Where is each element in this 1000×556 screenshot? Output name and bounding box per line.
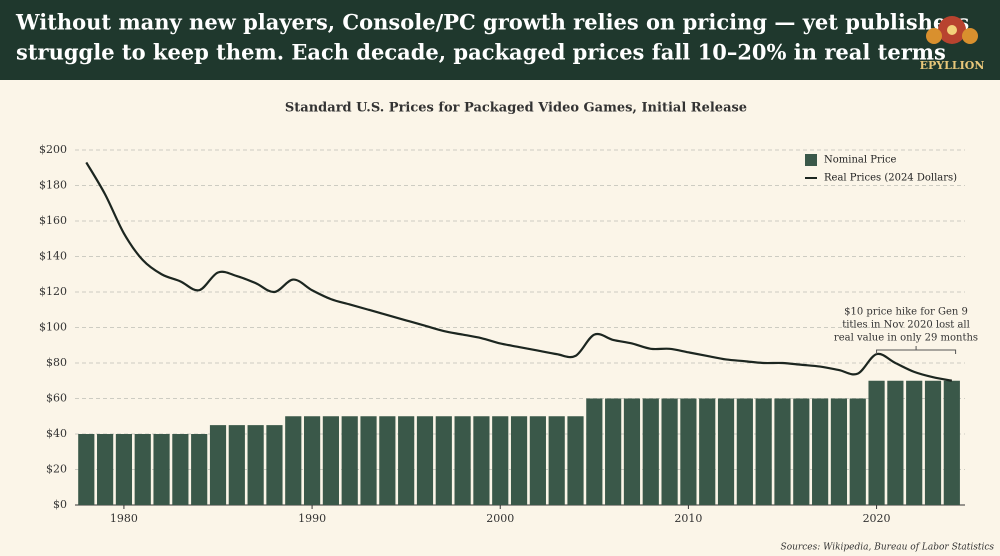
bar xyxy=(623,398,641,505)
bar xyxy=(228,425,245,505)
bar xyxy=(529,416,546,505)
bar xyxy=(360,416,377,505)
y-tick-label: $140 xyxy=(39,250,67,263)
legend-label: Real Prices (2024 Dollars) xyxy=(824,173,957,184)
y-tick-label: $80 xyxy=(46,356,67,369)
annotation: titles in Nov 2020 lost all xyxy=(842,320,970,331)
bar xyxy=(191,434,208,505)
bar xyxy=(153,434,170,505)
y-tick-label: $20 xyxy=(46,463,67,476)
bar xyxy=(605,398,622,505)
line xyxy=(85,161,953,382)
bar xyxy=(454,416,471,505)
y-tick-label: $120 xyxy=(39,285,67,298)
bar xyxy=(510,416,528,505)
bar xyxy=(115,434,133,505)
y-tick-label: $180 xyxy=(39,179,67,192)
bar xyxy=(285,416,302,505)
bar xyxy=(924,380,942,505)
bar xyxy=(209,425,227,505)
chart-title: Standard U.S. Prices for Packaged Video … xyxy=(285,101,747,116)
bar xyxy=(567,416,584,505)
bar xyxy=(661,398,678,505)
x-tick-label: 1990 xyxy=(298,512,326,525)
headline: struggle to keep them. Each decade, pack… xyxy=(16,40,946,65)
bar xyxy=(717,398,735,505)
bar xyxy=(586,398,603,505)
legend-label: Nominal Price xyxy=(824,155,897,166)
bar xyxy=(134,434,151,505)
bar xyxy=(78,434,95,505)
header-band xyxy=(0,0,1000,80)
bar xyxy=(172,434,189,505)
bar xyxy=(943,380,960,505)
bar xyxy=(830,398,848,505)
annotation: $10 price hike for Gen 9 xyxy=(844,307,968,318)
bar xyxy=(699,398,716,505)
x-tick-label: 1980 xyxy=(110,512,138,525)
bar xyxy=(887,380,904,505)
bar xyxy=(398,416,415,505)
bar xyxy=(793,398,810,505)
bar xyxy=(473,416,490,505)
x-tick-label: 2000 xyxy=(486,512,514,525)
y-tick-label: $40 xyxy=(46,427,67,440)
bar xyxy=(322,416,339,505)
y-tick-label: $200 xyxy=(39,143,67,156)
annotation-bracket xyxy=(876,346,957,354)
bar xyxy=(548,416,565,505)
bar xyxy=(303,416,321,505)
brand: EPYLLION xyxy=(920,59,985,72)
bar xyxy=(379,416,396,505)
bar xyxy=(868,380,885,505)
x-tick-label: 2010 xyxy=(674,512,702,525)
headline: Without many new players, Console/PC gro… xyxy=(15,10,969,35)
legend-swatch xyxy=(805,154,817,166)
y-tick-label: $100 xyxy=(39,321,67,334)
logo xyxy=(926,16,978,44)
annotation: real value in only 29 months xyxy=(834,333,978,344)
bar xyxy=(755,398,772,505)
bar xyxy=(812,398,829,505)
bar xyxy=(435,416,452,505)
bar xyxy=(247,425,264,505)
bar xyxy=(642,398,659,505)
bar xyxy=(97,434,114,505)
bar xyxy=(680,398,697,505)
y-tick-label: $0 xyxy=(53,498,67,511)
bar xyxy=(492,416,509,505)
y-tick-label: $60 xyxy=(46,392,67,405)
source: Sources: Wikipedia, Bureau of Labor Stat… xyxy=(781,543,995,553)
bar xyxy=(416,416,434,505)
y-tick-label: $160 xyxy=(39,214,67,227)
bar xyxy=(849,398,866,505)
bar xyxy=(906,380,923,505)
bar xyxy=(266,425,283,505)
x-tick-label: 2020 xyxy=(863,512,891,525)
bar xyxy=(774,398,791,505)
bar xyxy=(341,416,358,505)
bar xyxy=(736,398,753,505)
